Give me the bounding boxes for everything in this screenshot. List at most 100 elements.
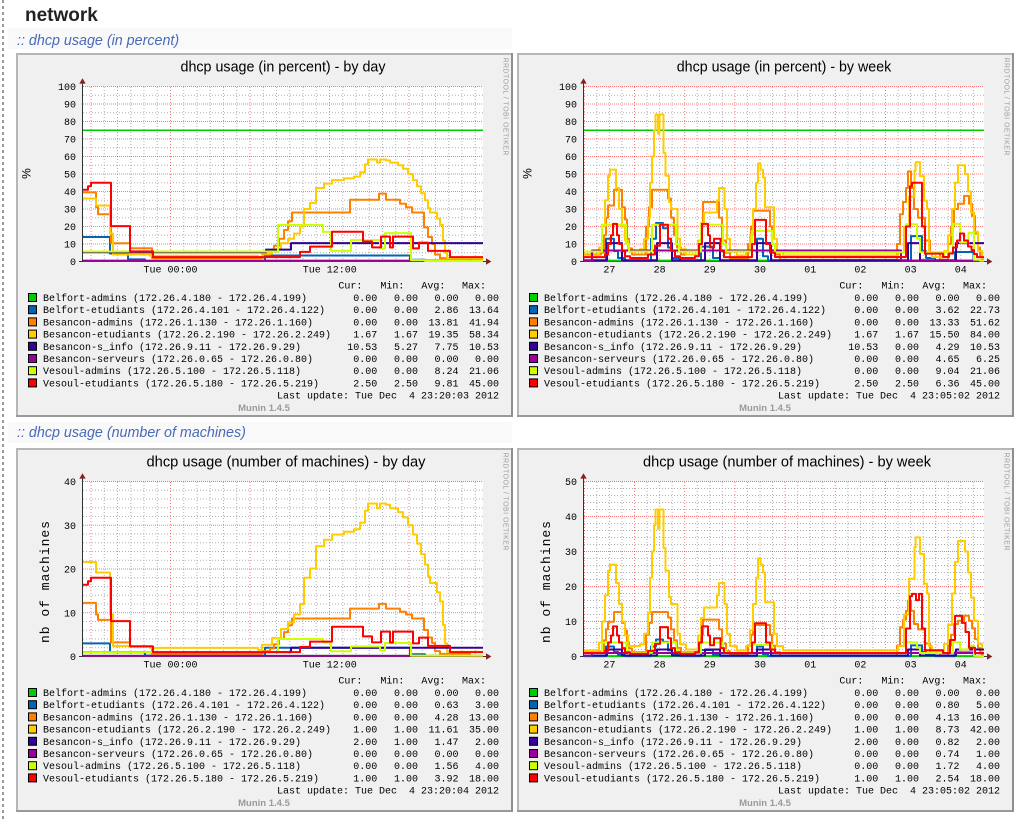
svg-text:84.00: 84.00 — [970, 331, 1000, 342]
svg-text:20: 20 — [64, 566, 76, 577]
svg-text:0.00: 0.00 — [475, 750, 499, 761]
svg-text:20: 20 — [565, 583, 577, 594]
svg-text:%: % — [521, 168, 535, 179]
svg-text:Last update: Tue Dec 4 23:20:: Last update: Tue Dec 4 23:20:03 2012 — [277, 390, 499, 402]
svg-text:21.06: 21.06 — [469, 367, 499, 378]
svg-text:Besancon-serveurs (172.26.0.65: Besancon-serveurs (172.26.0.65 - 172.26.… — [43, 354, 313, 366]
svg-text:0.00: 0.00 — [434, 355, 458, 366]
svg-text:1.00: 1.00 — [854, 774, 878, 785]
svg-text:Min:: Min: — [380, 281, 404, 293]
svg-text:0.00: 0.00 — [854, 713, 878, 724]
svg-text:1.00: 1.00 — [353, 774, 377, 785]
svg-text:0.00: 0.00 — [854, 294, 878, 305]
svg-text:0: 0 — [70, 653, 76, 664]
svg-text:1.47: 1.47 — [434, 738, 458, 749]
svg-text:Besancon-etudiants (172.26.2.1: Besancon-etudiants (172.26.2.190 - 172.2… — [43, 725, 331, 737]
svg-text:0.00: 0.00 — [854, 689, 878, 700]
svg-text:1.00: 1.00 — [895, 726, 919, 737]
svg-text:3.00: 3.00 — [475, 701, 499, 712]
svg-text:Besancon-etudiants (172.26.2.1: Besancon-etudiants (172.26.2.190 - 172.2… — [544, 330, 832, 342]
svg-text:0.00: 0.00 — [353, 713, 377, 724]
svg-text:0: 0 — [571, 258, 577, 269]
svg-text:4.29: 4.29 — [935, 343, 959, 354]
svg-text:RRDTOOL / TOBI OETIKER: RRDTOOL / TOBI OETIKER — [502, 58, 509, 156]
svg-text:Avg:: Avg: — [922, 677, 946, 688]
svg-text:0.00: 0.00 — [854, 750, 878, 761]
svg-text:2.00: 2.00 — [976, 738, 1000, 749]
svg-text:RRDTOOL / TOBI OETIKER: RRDTOOL / TOBI OETIKER — [1003, 453, 1010, 551]
svg-text:Besancon-serveurs (172.26.0.65: Besancon-serveurs (172.26.0.65 - 172.26.… — [544, 354, 814, 366]
svg-text:1.00: 1.00 — [353, 726, 377, 737]
svg-text:7.75: 7.75 — [434, 343, 458, 354]
svg-text:0.00: 0.00 — [976, 294, 1000, 305]
svg-text:10.53: 10.53 — [469, 343, 499, 354]
svg-text:Belfort-etudiants (172.26.4.10: Belfort-etudiants (172.26.4.101 - 172.26… — [43, 700, 325, 712]
svg-text:2.54: 2.54 — [935, 774, 959, 785]
svg-text:04: 04 — [955, 266, 967, 277]
svg-text:0.00: 0.00 — [895, 750, 919, 761]
svg-text:21.06: 21.06 — [970, 367, 1000, 378]
svg-text:80: 80 — [565, 118, 577, 129]
svg-text:Tue 12:00: Tue 12:00 — [303, 661, 357, 672]
svg-text:13.33: 13.33 — [929, 318, 959, 329]
svg-text:19.35: 19.35 — [428, 331, 458, 342]
svg-text:Avg:: Avg: — [421, 677, 445, 688]
svg-text:Munin 1.4.5: Munin 1.4.5 — [739, 403, 791, 414]
svg-text:45.00: 45.00 — [469, 379, 499, 390]
svg-text:Min:: Min: — [380, 676, 404, 688]
svg-text:0.00: 0.00 — [353, 306, 377, 317]
svg-text:41.94: 41.94 — [469, 318, 499, 329]
svg-text:8.24: 8.24 — [434, 367, 458, 378]
svg-text:0.63: 0.63 — [434, 701, 458, 712]
svg-text:Belfort-admins (172.26.4.180 -: Belfort-admins (172.26.4.180 - 172.26.4.… — [544, 293, 808, 305]
svg-text:100: 100 — [559, 83, 577, 94]
svg-text:0.82: 0.82 — [935, 738, 959, 749]
svg-text:Avg:: Avg: — [922, 282, 946, 293]
svg-text:Cur:: Cur: — [839, 282, 863, 293]
svg-text:10: 10 — [565, 241, 577, 252]
svg-text:Cur:: Cur: — [338, 677, 362, 688]
svg-text:1.67: 1.67 — [353, 331, 377, 342]
svg-text:0.00: 0.00 — [475, 294, 499, 305]
svg-text:10.53: 10.53 — [848, 343, 878, 354]
svg-text:70: 70 — [565, 136, 577, 147]
svg-text:Vesoul-admins (172.26.5.100 -: Vesoul-admins (172.26.5.100 - 172.26.5.1… — [544, 761, 802, 773]
svg-text:0.00: 0.00 — [394, 713, 418, 724]
svg-text:0.74: 0.74 — [935, 750, 959, 761]
svg-text:4.65: 4.65 — [935, 355, 959, 366]
svg-text:0.00: 0.00 — [353, 762, 377, 773]
svg-text:1.00: 1.00 — [394, 738, 418, 749]
svg-text:18.00: 18.00 — [970, 774, 1000, 785]
svg-text:2.00: 2.00 — [475, 738, 499, 749]
svg-text:dhcp usage (number of machines: dhcp usage (number of machines) - by day — [147, 454, 426, 471]
svg-text:0.00: 0.00 — [475, 355, 499, 366]
svg-text:6.25: 6.25 — [976, 355, 1000, 366]
svg-text:4.28: 4.28 — [434, 713, 458, 724]
svg-text:Besancon-serveurs (172.26.0.65: Besancon-serveurs (172.26.0.65 - 172.26.… — [544, 749, 814, 761]
svg-text:0.00: 0.00 — [895, 343, 919, 354]
svg-text:Besancon-admins (172.26.1.130: Besancon-admins (172.26.1.130 - 172.26.1… — [43, 712, 313, 724]
svg-text:2.00: 2.00 — [854, 738, 878, 749]
svg-text:Vesoul-etudiants (172.26.5.180: Vesoul-etudiants (172.26.5.180 - 172.26.… — [43, 378, 319, 390]
svg-text:Besancon-serveurs (172.26.0.65: Besancon-serveurs (172.26.0.65 - 172.26.… — [43, 749, 313, 761]
svg-text:18.00: 18.00 — [469, 774, 499, 785]
svg-text:40: 40 — [565, 188, 577, 199]
svg-text:10: 10 — [64, 241, 76, 252]
svg-text:4.13: 4.13 — [935, 713, 959, 724]
svg-text:40: 40 — [64, 478, 76, 489]
svg-text:Min:: Min: — [881, 281, 905, 293]
svg-text:Belfort-admins (172.26.4.180 -: Belfort-admins (172.26.4.180 - 172.26.4.… — [43, 688, 307, 700]
svg-text:Max:: Max: — [462, 677, 486, 688]
svg-text:70: 70 — [64, 136, 76, 147]
svg-text:30: 30 — [64, 206, 76, 217]
svg-text:3.62: 3.62 — [935, 306, 959, 317]
svg-text:60: 60 — [565, 153, 577, 164]
svg-text:4.00: 4.00 — [475, 762, 499, 773]
svg-text:dhcp usage (in percent) - by w: dhcp usage (in percent) - by week — [677, 59, 892, 76]
svg-text:nb of machines: nb of machines — [38, 521, 53, 643]
svg-text:0.00: 0.00 — [895, 306, 919, 317]
svg-text:1.00: 1.00 — [854, 726, 878, 737]
svg-text:Besancon-admins (172.26.1.130: Besancon-admins (172.26.1.130 - 172.26.1… — [544, 317, 814, 329]
svg-text:Besancon-etudiants (172.26.2.1: Besancon-etudiants (172.26.2.190 - 172.2… — [43, 330, 331, 342]
svg-text:13.81: 13.81 — [428, 318, 458, 329]
